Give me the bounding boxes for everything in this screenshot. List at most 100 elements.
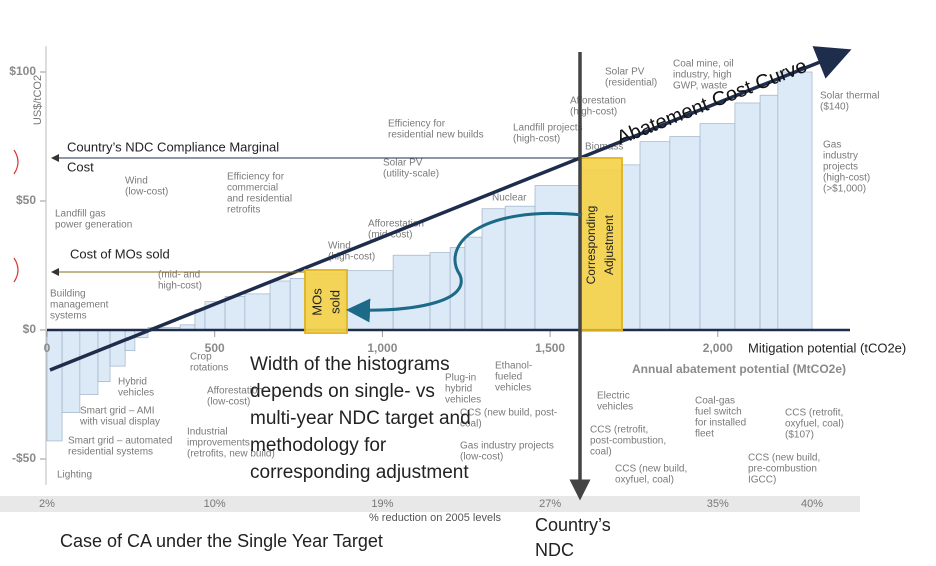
mos-box-label: MOs xyxy=(309,288,324,316)
bar xyxy=(429,252,451,331)
cost-label: residential systems xyxy=(68,447,153,458)
x2-tick-label: 19% xyxy=(371,498,393,510)
cost-label: CCS (retrofit, xyxy=(785,408,843,419)
cost-label: vehicles xyxy=(597,402,633,413)
cost-label: Wind xyxy=(328,241,351,252)
cost-label: (low-cost) xyxy=(207,397,250,408)
y-tick-label: $50 xyxy=(16,193,36,207)
cost-label: systems xyxy=(50,311,87,322)
cost-label: Industrial xyxy=(187,427,228,438)
x-tick-label: 1,000 xyxy=(367,341,397,355)
x-tick-label: 1,500 xyxy=(535,341,565,355)
cost-label: and residential xyxy=(227,194,292,205)
cost-label: Afforestation xyxy=(368,219,424,230)
y-tick-label: $0 xyxy=(23,322,37,336)
mitigation-label: Mitigation potential (tCO2e) xyxy=(748,340,906,355)
percent-band xyxy=(0,496,860,512)
cost-label: residential new builds xyxy=(388,130,484,141)
cost-label: (low-cost) xyxy=(125,187,168,198)
cost-label: GWP, waste xyxy=(673,81,728,92)
bar xyxy=(109,329,126,367)
cost-label: coal) xyxy=(590,447,612,458)
cost-label: ($107) xyxy=(785,430,814,441)
mos-cost-label: Cost of MOs sold xyxy=(70,246,170,261)
cost-label: oxyfuel, coal) xyxy=(785,419,844,430)
cost-label: Gas xyxy=(823,140,841,151)
cost-label: CCS (new build, post- xyxy=(460,408,557,419)
bar xyxy=(344,270,394,331)
bar xyxy=(289,278,306,331)
ca-box-label: Corresponding xyxy=(584,206,598,285)
width-note: depends on single- vs xyxy=(250,381,435,402)
cost-label: pre-combustion xyxy=(748,464,817,475)
cost-label: fueled xyxy=(495,372,522,383)
cost-label: retrofits xyxy=(227,205,260,216)
x2-tick-label: 35% xyxy=(707,498,729,510)
x2-axis-label: % reduction on 2005 levels xyxy=(369,512,502,524)
bar xyxy=(734,102,761,331)
cost-label: high-cost) xyxy=(158,281,202,292)
ndc-cost-label: Country’s NDC Compliance Marginal xyxy=(67,139,279,154)
bar xyxy=(639,141,671,331)
bar xyxy=(79,329,99,395)
cost-label: rotations xyxy=(190,363,228,374)
cost-label: Nuclear xyxy=(492,193,527,204)
x2-tick-label: 10% xyxy=(204,498,226,510)
cost-label: Smart grid – AMI xyxy=(80,406,154,417)
cost-label: vehicles xyxy=(118,388,154,399)
cost-label: Efficiency for xyxy=(388,119,446,130)
bar xyxy=(534,185,581,331)
x-tick-label: 2,000 xyxy=(703,341,733,355)
cost-label: Crop xyxy=(190,352,212,363)
cost-label: (utility-scale) xyxy=(383,169,439,180)
cost-label: (>$1,000) xyxy=(823,184,866,195)
cost-label: Landfill gas xyxy=(55,209,106,220)
cost-label: (mid- and xyxy=(158,270,200,281)
cost-label: Coal mine, oil xyxy=(673,59,734,70)
cost-label: vehicles xyxy=(445,395,481,406)
cost-label: (low-cost) xyxy=(460,452,503,463)
cost-label: ($140) xyxy=(820,102,849,113)
cost-label: CCS (retrofit, xyxy=(590,425,648,436)
cost-label: post-combustion, xyxy=(590,436,666,447)
transfer-arrow xyxy=(346,212,583,323)
x2-tick-label: 40% xyxy=(801,498,823,510)
bar xyxy=(777,71,813,331)
cost-label: Lighting xyxy=(57,470,92,481)
cost-label: projects xyxy=(823,162,858,173)
cost-label: Smart grid – automated xyxy=(68,436,173,447)
cost-label: Wind xyxy=(125,176,148,187)
bar xyxy=(621,164,641,331)
red-marks xyxy=(13,149,19,283)
bar xyxy=(699,123,736,331)
cost-label: power generation xyxy=(55,220,132,231)
cost-label: Afforestation xyxy=(207,386,263,397)
cost-label: (high-cost) xyxy=(823,173,870,184)
ca-box xyxy=(579,157,623,331)
cost-label: IGCC) xyxy=(748,475,776,486)
x-tick-label: 0 xyxy=(44,341,51,355)
bar xyxy=(669,136,701,331)
bar xyxy=(269,280,291,331)
mos-box-label: sold xyxy=(327,290,342,314)
bar xyxy=(759,94,779,331)
bar xyxy=(464,236,483,331)
cost-label: Ethanol- xyxy=(495,361,532,372)
cost-label: coal) xyxy=(460,419,482,430)
cost-label: (high-cost) xyxy=(513,134,560,145)
cost-label: (residential) xyxy=(605,78,657,89)
bar xyxy=(61,329,81,413)
width-note: methodology for xyxy=(250,435,387,456)
y-axis-label: US$/tCO2 xyxy=(32,75,44,125)
cost-label: Hybrid xyxy=(118,377,147,388)
cost-label: Electric xyxy=(597,391,630,402)
cost-label: with visual display xyxy=(79,417,160,428)
x2-tick-label: 2% xyxy=(39,498,55,510)
bar xyxy=(504,205,536,331)
y-tick-label: -$50 xyxy=(12,451,36,465)
cost-label: (retrofits, new build) xyxy=(187,449,275,460)
cost-label: Afforestation xyxy=(570,96,626,107)
cost-label: hybrid xyxy=(445,384,472,395)
bar xyxy=(244,293,271,331)
